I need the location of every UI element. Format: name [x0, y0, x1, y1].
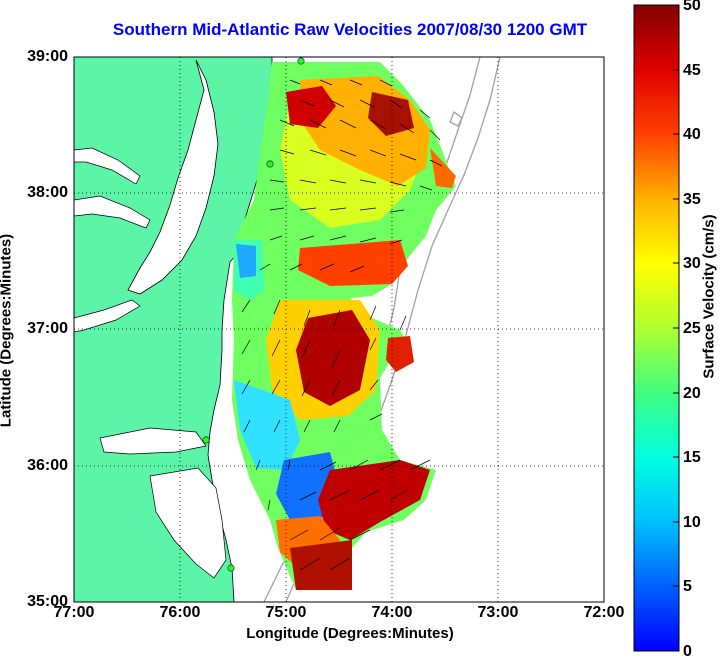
y-tick-label: 37:00: [6, 320, 68, 338]
y-tick-label: 36:00: [6, 457, 68, 475]
colorbar-tick-label: 0: [683, 643, 713, 661]
x-tick-label: 74:00: [357, 604, 427, 622]
colorbar-tick-label: 50: [683, 0, 713, 15]
y-axis-label: Latitude (Degrees:Minutes): [0, 211, 15, 451]
y-tick-label: 38:00: [6, 184, 68, 202]
x-tick-label: 77:00: [39, 604, 109, 622]
colorbar-tick-label: 40: [683, 126, 713, 144]
colorbar-tick-label: 5: [683, 578, 713, 596]
x-tick-label: 76:00: [145, 604, 215, 622]
x-tick-label: 72:00: [569, 604, 639, 622]
y-tick-label: 39:00: [6, 48, 68, 66]
x-tick-label: 75:00: [251, 604, 321, 622]
colorbar-tick-label: 15: [683, 449, 713, 467]
x-tick-label: 73:00: [463, 604, 533, 622]
colorbar-tick-label: 45: [683, 62, 713, 80]
x-axis-label: Longitude (Degrees:Minutes): [180, 625, 520, 642]
colorbar-label: Surface Velocity (cm/s): [701, 162, 718, 432]
colorbar-tick-label: 10: [683, 514, 713, 532]
map-figure: [0, 0, 724, 659]
colorbar: [634, 5, 679, 651]
